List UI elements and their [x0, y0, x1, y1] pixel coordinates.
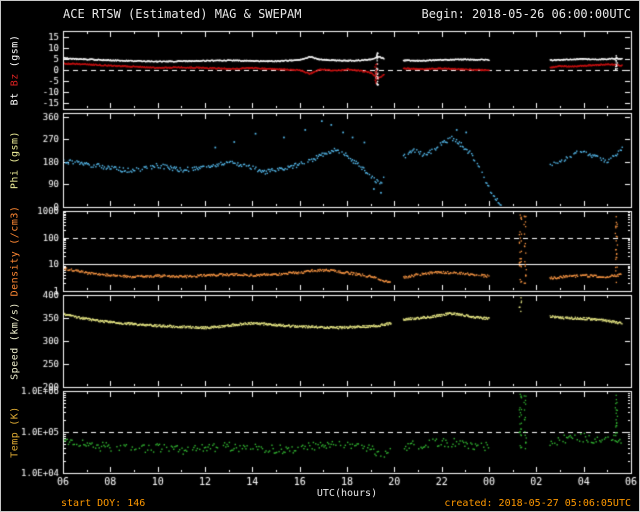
temp-axis-label: Temp: [9, 431, 21, 458]
speed-axis-label: Speed: [9, 347, 21, 380]
plot-title: ACE RTSW (Estimated) MAG & SWEPAM: [63, 7, 302, 21]
temp-unit-label: (K): [9, 406, 21, 426]
y-axis-label-speed: Speed (km/s): [10, 299, 21, 383]
begin-timestamp: Begin: 2018-05-26 06:00:00UTC: [421, 7, 631, 21]
created-timestamp: created: 2018-05-27 05:06:05UTC: [444, 498, 631, 509]
bt-axis-label: Bt: [9, 92, 21, 106]
x-axis-title: UTC(hours): [316, 488, 378, 499]
density-axis-label: Density: [9, 250, 21, 297]
y-axis-label-temp: Temp (K): [10, 403, 21, 461]
density-unit-label: (/cm3): [9, 205, 21, 245]
phi-unit-label: (gsm): [9, 130, 21, 164]
phi-axis-label: Phi: [9, 169, 21, 190]
y-axis-label-phi: Phi (gsm): [10, 128, 21, 192]
y-axis-label-mag: Bt Bz (gsm): [10, 32, 21, 109]
speed-unit-label: (km/s): [9, 302, 21, 342]
gsm-unit-label: (gsm): [9, 34, 21, 68]
start-doy-label: start DOY: 146: [61, 498, 146, 509]
y-axis-label-density: Density (/cm3): [10, 203, 21, 300]
bz-axis-label: Bz: [9, 73, 21, 87]
